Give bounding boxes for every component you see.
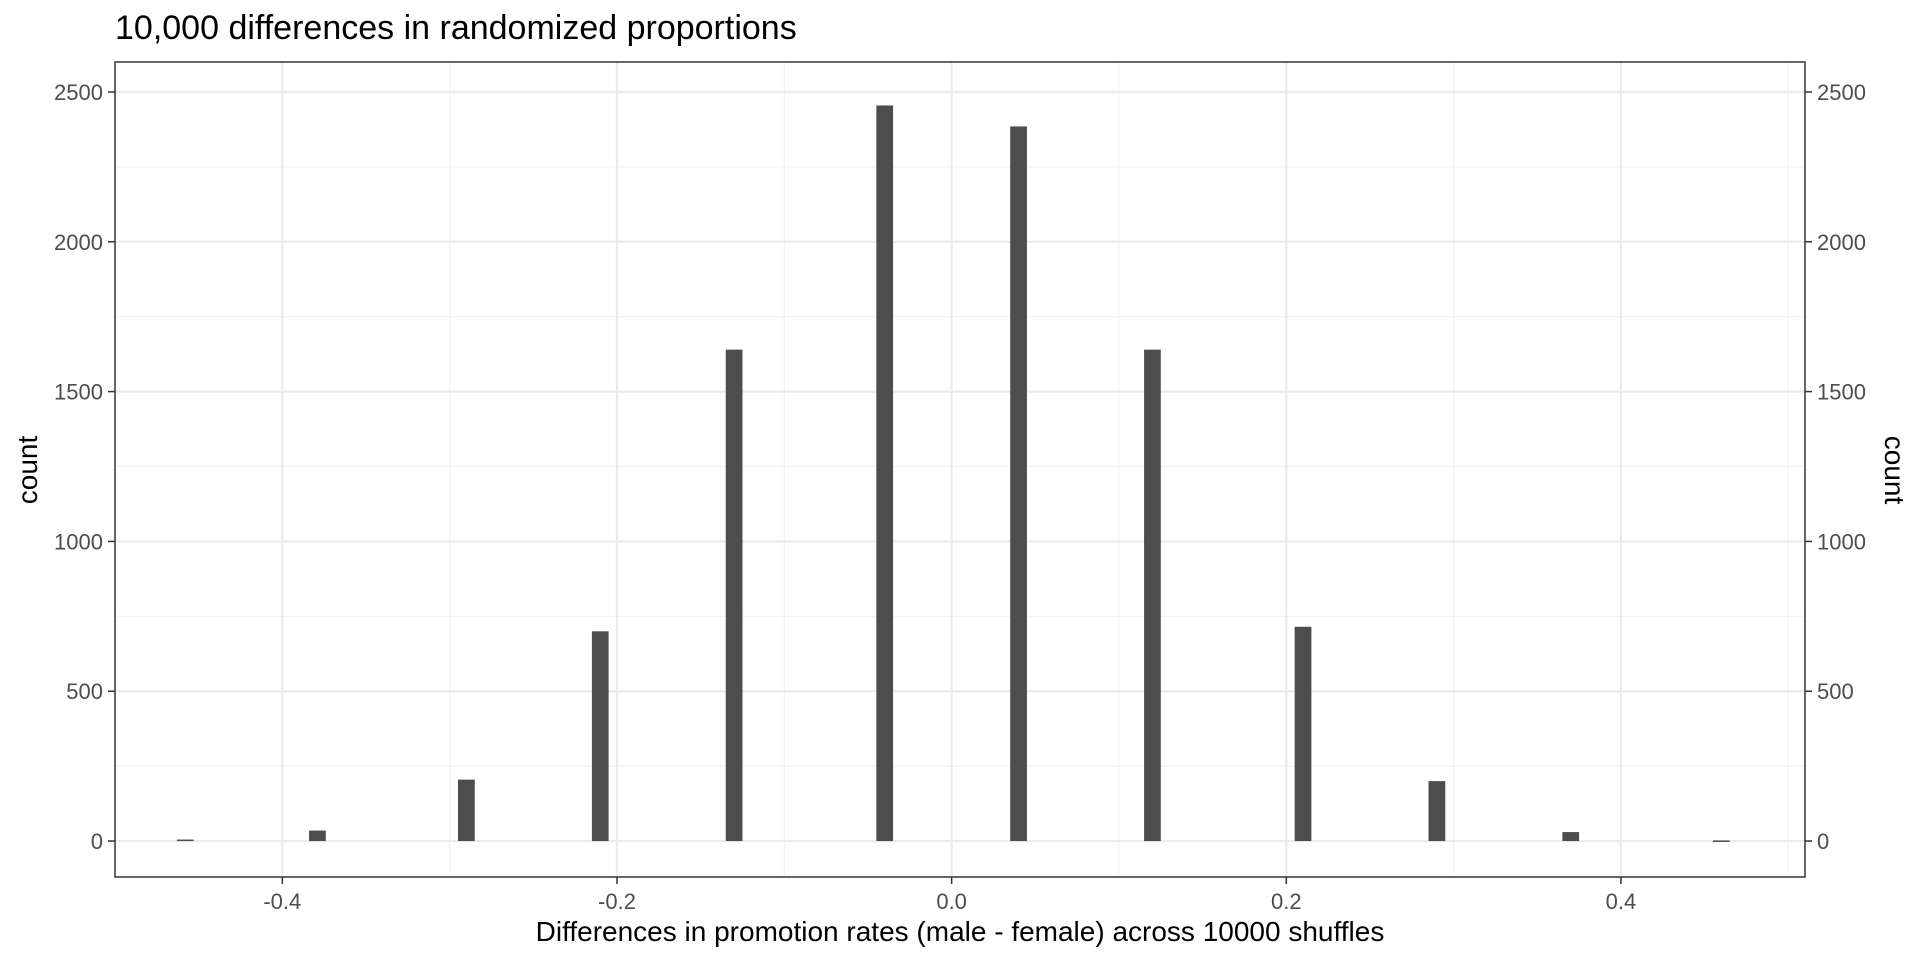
axis-ticks: -0.4 -0.2 0.0 0.2 0.4 0 0 500 500 1000 1000 1500 150… bbox=[54, 80, 1866, 914]
plot-panel-border bbox=[114, 61, 1806, 878]
y-tick-label-right: 2000 bbox=[1817, 230, 1866, 255]
histogram-bar bbox=[176, 839, 194, 842]
y-tick-label-left: 2500 bbox=[54, 80, 103, 105]
histogram-bar bbox=[1294, 626, 1312, 842]
y-axis-title-right: count bbox=[1879, 436, 1910, 505]
y-tick-label-left: 1500 bbox=[54, 380, 103, 405]
histogram-bar bbox=[591, 631, 609, 842]
histogram-bar bbox=[725, 349, 743, 842]
y-axis-title-left: count bbox=[12, 436, 43, 505]
y-tick-label-right: 2500 bbox=[1817, 80, 1866, 105]
histogram-bar bbox=[1562, 832, 1580, 842]
y-tick-label-right: 1500 bbox=[1817, 380, 1866, 405]
grid-lines bbox=[115, 62, 1805, 877]
y-tick-label-right: 1000 bbox=[1817, 529, 1866, 554]
y-tick-label-left: 500 bbox=[66, 679, 103, 704]
y-tick-label-left: 0 bbox=[91, 829, 103, 854]
histogram-bar bbox=[1144, 349, 1161, 842]
histogram-bar bbox=[1428, 781, 1446, 842]
histogram-bar bbox=[1712, 840, 1730, 842]
x-tick-label: -0.2 bbox=[598, 889, 636, 914]
histogram-bar bbox=[1010, 126, 1027, 842]
x-axis-title: Differences in promotion rates (male - f… bbox=[536, 916, 1385, 947]
y-tick-label-right: 0 bbox=[1817, 829, 1829, 854]
x-tick-label: -0.4 bbox=[263, 889, 301, 914]
x-tick-label: 0.4 bbox=[1606, 889, 1637, 914]
x-tick-label: 0.2 bbox=[1271, 889, 1302, 914]
chart-title: 10,000 differences in randomized proport… bbox=[115, 9, 797, 47]
histogram-bar bbox=[876, 105, 894, 842]
y-tick-label-right: 500 bbox=[1817, 679, 1854, 704]
histogram-bar bbox=[458, 779, 475, 842]
y-tick-label-left: 1000 bbox=[54, 529, 103, 554]
histogram-bar bbox=[309, 830, 326, 842]
bars bbox=[176, 105, 1730, 842]
x-tick-label: 0.0 bbox=[936, 889, 967, 914]
y-tick-label-left: 2000 bbox=[54, 230, 103, 255]
